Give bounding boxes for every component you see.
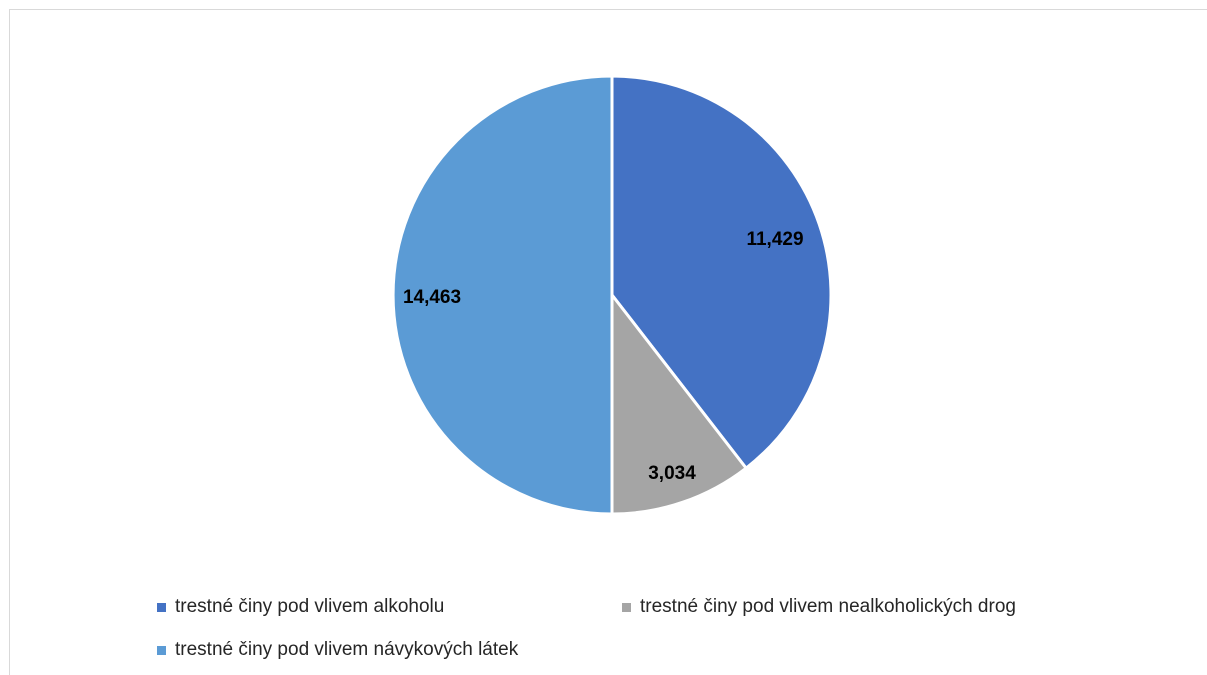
legend-label-navykove-latky: trestné činy pod vlivem návykových látek (175, 639, 519, 660)
legend-label-drogy: trestné činy pod vlivem nealkoholických … (640, 596, 1016, 617)
data-label-alkohol: 11,429 (746, 229, 803, 250)
legend-swatch-navykove-latky (157, 645, 166, 655)
data-label-navykove-latky: 14,463 (403, 287, 461, 308)
legend-label-alkohol: trestné činy pod vlivem alkoholu (175, 596, 445, 617)
legend-swatch-drogy (622, 602, 631, 612)
pie-slice-alkohol (610, 74, 833, 470)
data-label-drogy: 3,034 (648, 463, 696, 484)
legend-item-alkohol: trestné činy pod vlivem alkoholu (157, 596, 444, 618)
legend-item-navykove-latky: trestné činy pod vlivem návykových látek (157, 639, 518, 661)
pie-slice-navykove-latky (391, 74, 614, 516)
pie-slices (391, 74, 833, 516)
data-labels: 11,429 3,034 14,463 (403, 229, 804, 484)
legend-item-drogy: trestné činy pod vlivem nealkoholických … (622, 596, 1016, 618)
legend-swatch-alkohol (157, 602, 166, 612)
pie-slice-drogy (610, 293, 748, 516)
